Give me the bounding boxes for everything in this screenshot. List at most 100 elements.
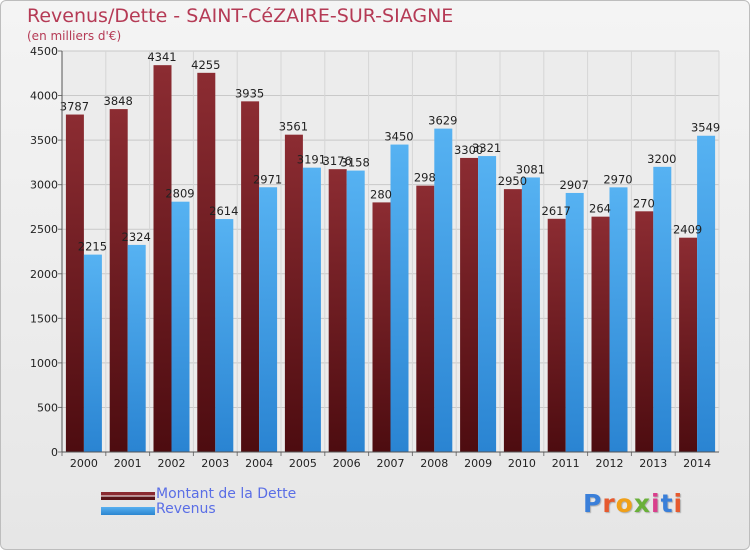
data-label-revenus: 2614 <box>209 204 238 218</box>
data-label-dette: 2950 <box>498 174 527 188</box>
data-label-dette: 270 <box>633 196 655 210</box>
data-label-dette: 3176 <box>323 154 352 168</box>
data-label-dette: 4341 <box>147 50 176 64</box>
bar-dette <box>109 109 128 453</box>
proxiti-logo: Proxiti <box>583 489 683 518</box>
data-label-revenus: 2809 <box>165 187 194 201</box>
bar-revenus <box>127 244 146 452</box>
y-tick-label: 0 <box>51 446 58 459</box>
bar-dette <box>503 189 522 452</box>
bar-revenus <box>390 144 409 453</box>
x-tick-label: 2005 <box>289 457 317 470</box>
bar-dette <box>284 134 303 452</box>
x-tick-label: 2000 <box>70 457 98 470</box>
bar-dette <box>416 185 435 452</box>
logo-letter: o <box>615 489 634 518</box>
data-label-dette: 3848 <box>104 94 133 108</box>
legend-swatch-dette <box>101 492 155 500</box>
x-tick-label: 2007 <box>377 457 405 470</box>
bar-dette <box>197 72 216 453</box>
x-tick-label: 2011 <box>552 457 580 470</box>
legend-label-revenus: Revenus <box>156 501 216 517</box>
logo-letter: r <box>602 489 616 518</box>
bar-revenus <box>83 254 102 452</box>
bar-revenus <box>215 219 234 452</box>
y-tick-label: 3000 <box>30 179 58 192</box>
y-tick-label: 4000 <box>30 90 58 103</box>
bar-dette <box>460 157 479 452</box>
chart-subtitle: (en milliers d'€) <box>27 29 122 43</box>
logo-letter: i <box>651 489 661 518</box>
bar-revenus <box>609 187 628 452</box>
data-label-revenus: 2907 <box>560 178 589 192</box>
x-tick-label: 2004 <box>245 457 273 470</box>
data-label-revenus: 3200 <box>647 152 676 166</box>
legend-label-dette: Montant de la Dette <box>156 486 297 502</box>
legend-swatch-revenus <box>101 507 155 515</box>
bar-dette <box>372 202 391 452</box>
bar-revenus <box>171 201 190 452</box>
bar-dette <box>679 237 698 452</box>
chart-title: Revenus/Dette - SAINT-CéZAIRE-SUR-SIAGNE <box>27 5 454 27</box>
y-tick-label: 2500 <box>30 223 58 236</box>
bars-layer <box>65 65 716 453</box>
bar-dette <box>591 216 610 452</box>
bar-dette <box>547 218 566 452</box>
bar-dette <box>635 211 654 452</box>
x-tick-label: 2008 <box>420 457 448 470</box>
logo-letter: t <box>660 489 674 518</box>
bar-revenus <box>653 166 672 452</box>
x-tick-label: 2013 <box>639 457 667 470</box>
data-label-dette: 3935 <box>235 86 264 100</box>
data-label-revenus: 2324 <box>122 230 151 244</box>
data-label-revenus: 2971 <box>253 172 282 186</box>
bar-dette <box>328 169 347 453</box>
y-tick-label: 3500 <box>30 134 58 147</box>
y-tick-label: 500 <box>37 401 58 414</box>
data-label-dette: 3561 <box>279 120 308 134</box>
data-label-dette: 280 <box>370 187 392 201</box>
bar-revenus <box>302 167 321 453</box>
y-tick-label: 4500 <box>30 45 58 58</box>
bar-revenus <box>259 187 278 452</box>
x-tick-label: 2006 <box>333 457 361 470</box>
data-label-revenus: 3321 <box>472 141 501 155</box>
data-label-dette: 3787 <box>60 100 89 114</box>
bar-revenus <box>521 177 540 452</box>
data-label-revenus: 3629 <box>428 114 457 128</box>
data-label-revenus: 2970 <box>603 172 632 186</box>
data-label-revenus: 3158 <box>341 156 370 170</box>
y-tick-label: 1500 <box>30 312 58 325</box>
bar-revenus <box>434 128 453 452</box>
data-label-revenus: 3549 <box>691 121 720 135</box>
axis-layer: 0 500 1000 1500 2000 2500 3000 3500 4000 4500 2000… <box>30 45 719 470</box>
data-label-revenus: 3450 <box>384 130 413 144</box>
data-label-dette: 264 <box>589 202 611 216</box>
data-labels-layer: 3787 2215 3848 2324 4341 2809 4255 2614 3935 2971… <box>60 50 720 253</box>
data-label-dette: 4255 <box>191 58 220 72</box>
logo-letter: i <box>673 489 684 518</box>
data-label-dette: 2617 <box>542 204 571 218</box>
bar-dette <box>65 114 84 452</box>
bar-revenus <box>478 156 497 452</box>
data-label-dette: 298 <box>414 171 436 185</box>
data-label-revenus: 2215 <box>78 240 107 254</box>
logo-letter: P <box>583 489 603 518</box>
x-tick-label: 2012 <box>596 457 624 470</box>
data-label-dette: 3300 <box>454 143 483 157</box>
x-tick-label: 2014 <box>683 457 711 470</box>
bar-revenus <box>697 135 716 452</box>
data-label-revenus: 3191 <box>297 153 326 167</box>
data-label-dette: 2409 <box>673 223 702 237</box>
x-tick-label: 2010 <box>508 457 536 470</box>
bar-dette <box>241 101 260 452</box>
y-tick-label: 1000 <box>30 357 58 370</box>
x-tick-label: 2003 <box>201 457 229 470</box>
y-tick-label: 2000 <box>30 268 58 281</box>
logo-letter: x <box>633 489 651 518</box>
bar-revenus <box>346 170 365 453</box>
x-tick-label: 2001 <box>114 457 142 470</box>
data-label-revenus: 3081 <box>516 162 545 176</box>
